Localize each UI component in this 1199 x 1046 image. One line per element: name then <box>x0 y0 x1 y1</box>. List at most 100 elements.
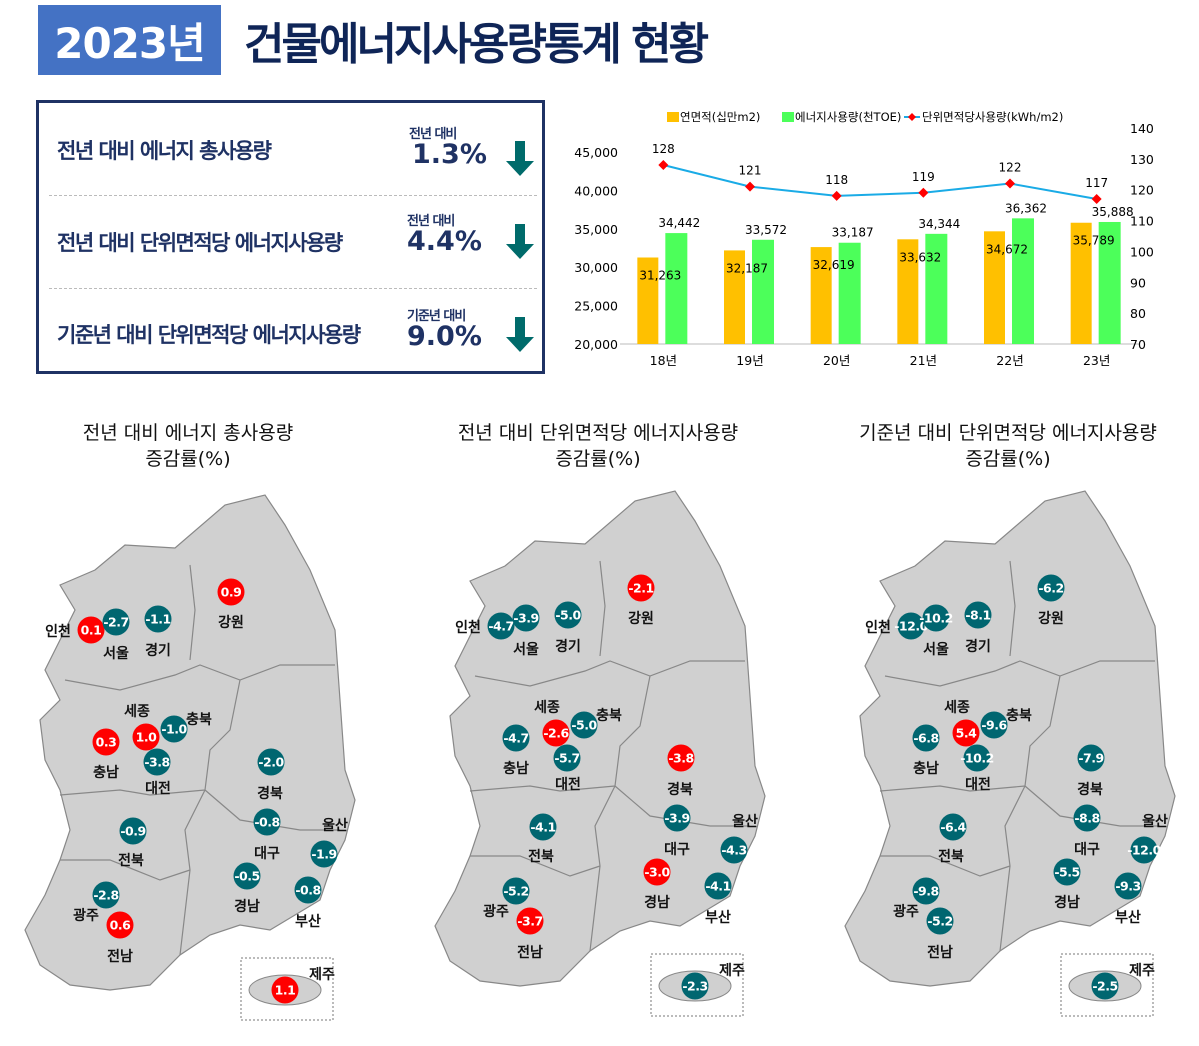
summary-caption: 전년 대비 <box>409 127 457 142</box>
left-tick-label: 35,000 <box>574 222 618 237</box>
region-value-badge: -7.9 <box>1077 744 1105 772</box>
x-tick-label: 23년 <box>1083 353 1110 368</box>
region-value-badge: -3.9 <box>512 604 540 632</box>
region-label: 경남 <box>234 899 260 915</box>
line-marker <box>1091 193 1102 204</box>
region-value-badge: 1.0 <box>132 723 160 751</box>
region-value-badge: -3.9 <box>663 804 691 832</box>
bar-floor-area <box>984 231 1005 344</box>
region-value-badge: -4.1 <box>529 813 557 841</box>
map-title-text: 전년 대비 단위면적당 에너지사용량 <box>457 422 739 444</box>
region-label: 제주 <box>719 963 745 979</box>
region-value-badge: -12.0 <box>1127 836 1161 864</box>
left-tick-label: 25,000 <box>574 299 618 314</box>
arrow-down-icon <box>506 141 534 176</box>
line-data-label: 122 <box>999 161 1022 175</box>
region-value-badge: -6.4 <box>939 813 967 841</box>
region-label: 대전 <box>555 777 581 793</box>
legend-label: 에너지사용량(천TOE) <box>795 110 901 124</box>
region-label: 광주 <box>483 904 509 920</box>
arrow-down-icon <box>506 224 534 259</box>
region-value-badge: -10.2 <box>960 744 994 772</box>
region-label: 전북 <box>938 849 964 865</box>
bar-floor-area <box>897 239 919 344</box>
region-label: 전북 <box>528 849 554 865</box>
bar-label-floor-area: 32,619 <box>813 258 855 272</box>
region-label: 경기 <box>965 639 991 655</box>
line-marker <box>831 190 842 201</box>
legend-marker <box>908 113 916 121</box>
region-value-badge: -2.8 <box>92 881 120 909</box>
region-label: 대구 <box>1074 842 1100 858</box>
region-label: 인천 <box>865 620 891 636</box>
region-value-badge: -5.5 <box>1053 858 1081 886</box>
bar-label-floor-area: 35,789 <box>1073 234 1115 248</box>
summary-caption: 전년 대비 <box>407 214 455 229</box>
region-label: 광주 <box>893 904 919 920</box>
summary-label: 전년 대비 단위면적당 에너지사용량 <box>57 231 343 255</box>
region-label: 대전 <box>965 777 991 793</box>
year-badge: 2023년 <box>38 5 221 75</box>
x-tick-label: 22년 <box>996 353 1023 368</box>
region-value-badge: -3.7 <box>516 907 544 935</box>
arrow-down-icon <box>506 317 534 352</box>
bar-floor-area <box>724 250 745 344</box>
legend-swatch <box>667 112 679 122</box>
region-label: 경남 <box>1054 895 1080 911</box>
region-label: 충남 <box>503 761 529 777</box>
region-label: 인천 <box>45 624 71 640</box>
map-subtitle: 증감률(%) <box>145 448 231 470</box>
region-value-badge: -9.6 <box>980 711 1008 739</box>
bar-floor-area <box>637 257 659 344</box>
right-tick-label: 110 <box>1130 214 1154 229</box>
region-value-badge: -1.0 <box>160 715 188 743</box>
map-title: 기준년 대비 단위면적당 에너지사용량 증감률(%) <box>828 420 1188 472</box>
bar-label-floor-area: 34,672 <box>986 242 1028 256</box>
divider <box>49 195 537 196</box>
line-data-label: 117 <box>1085 176 1108 190</box>
legend-label: 연면적(십만m2) <box>680 110 760 124</box>
region-label: 전남 <box>927 945 953 961</box>
region-value-badge: -5.2 <box>926 907 954 935</box>
left-tick-label: 30,000 <box>574 260 618 275</box>
bar-label-energy-use: 34,442 <box>658 216 700 230</box>
region-value-badge: -1.1 <box>144 605 172 633</box>
region-label: 강원 <box>1038 611 1064 627</box>
summary-label: 기준년 대비 단위면적당 에너지사용량 <box>57 323 361 347</box>
left-tick-label: 45,000 <box>574 145 618 160</box>
region-value-badge: -0.5 <box>233 862 261 890</box>
region-value-badge: -6.2 <box>1037 574 1065 602</box>
region-value-badge: 0.3 <box>92 728 120 756</box>
region-label: 경북 <box>1077 782 1103 798</box>
line-data-label: 128 <box>652 142 675 156</box>
right-tick-label: 100 <box>1130 244 1154 259</box>
region-label: 울산 <box>322 818 348 834</box>
summary-value: 1.3% <box>412 139 487 170</box>
region-value-badge: -4.7 <box>502 724 530 752</box>
map-title: 전년 대비 에너지 총사용량 증감률(%) <box>8 420 368 472</box>
page-title: 건물에너지사용량통계 현황 <box>244 19 709 70</box>
region-value-badge: -9.8 <box>912 877 940 905</box>
region-value-badge: -5.7 <box>553 744 581 772</box>
bar-label-energy-use: 34,344 <box>918 217 960 231</box>
region-label: 서울 <box>513 642 539 658</box>
region-value-badge: 1.1 <box>271 976 299 1004</box>
x-tick-label: 21년 <box>910 353 937 368</box>
bar-label-energy-use: 35,888 <box>1092 205 1134 219</box>
summary-value: 9.0% <box>407 321 482 352</box>
region-value-badge: -5.0 <box>570 711 598 739</box>
region-value-badge: -2.6 <box>542 719 570 747</box>
region-label: 충북 <box>596 708 622 724</box>
region-value-badge: 5.4 <box>952 719 980 747</box>
region-label: 충남 <box>913 761 939 777</box>
region-label: 강원 <box>628 611 654 627</box>
region-value-badge: -0.8 <box>253 808 281 836</box>
region-value-badge: -0.8 <box>294 876 322 904</box>
region-label: 세종 <box>534 700 560 716</box>
region-label: 충남 <box>93 765 119 781</box>
line-marker <box>1005 178 1015 189</box>
bar-energy-use <box>1098 221 1121 344</box>
region-label: 경기 <box>555 639 581 655</box>
bar-energy-use <box>925 233 948 344</box>
